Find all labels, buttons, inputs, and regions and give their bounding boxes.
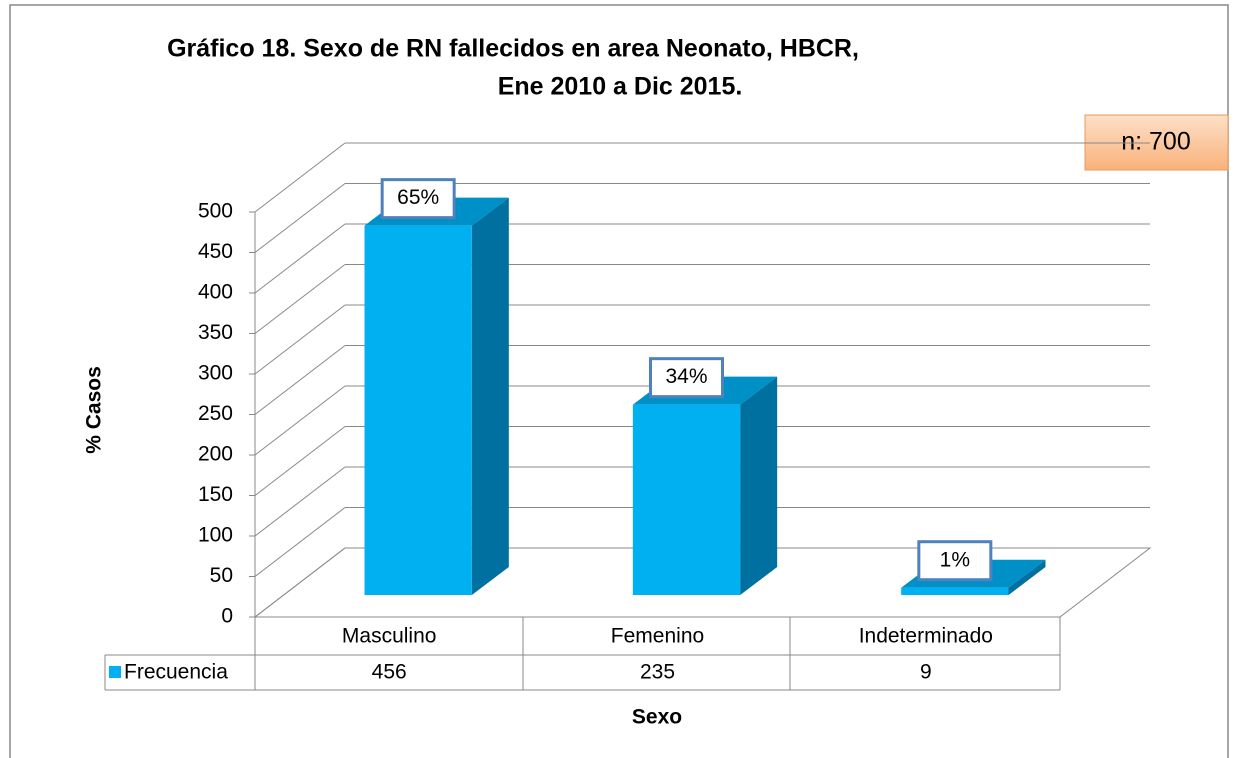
- y-tick-label: 400: [198, 281, 233, 304]
- y-tick-label: 0: [221, 605, 233, 628]
- label-box: [380, 178, 456, 220]
- label-box: [649, 357, 724, 399]
- bar: [901, 587, 1009, 595]
- bar-side: [1008, 559, 1046, 595]
- y-tick-label: 450: [198, 240, 233, 263]
- data-label: 34%: [665, 365, 707, 388]
- chart-title: Ene 2010 a Dic 2015.: [498, 73, 743, 101]
- grid-side: [254, 466, 346, 537]
- bar: [364, 225, 472, 595]
- y-tick-label: 200: [198, 443, 233, 466]
- x-tick-label: Femenino: [611, 625, 704, 648]
- y-tick-label: 150: [198, 483, 233, 506]
- table-value: 9: [920, 661, 932, 684]
- y-tick-label: 100: [198, 524, 233, 547]
- y-axis-title: % Casos: [83, 366, 106, 454]
- chart-title: Gráfico 18. Sexo de RN fallecidos en are…: [167, 35, 859, 63]
- y-tick-label: 500: [198, 200, 233, 223]
- bar: [632, 404, 741, 595]
- grid-side: [254, 385, 346, 456]
- label-box: [917, 540, 993, 582]
- y-tick-label: 50: [210, 564, 233, 587]
- table-lines: [104, 617, 1061, 691]
- data-label: 65%: [397, 186, 439, 209]
- grid-side: [254, 507, 346, 577]
- x-axis-title: Sexo: [632, 706, 682, 729]
- frame: [9, 4, 1229, 758]
- data-table: [104, 617, 1061, 691]
- table-value: 456: [372, 661, 407, 684]
- grid-side: [254, 142, 346, 213]
- table-value: 235: [640, 661, 675, 684]
- y-tick-label: 350: [198, 321, 233, 344]
- bar-side: [740, 376, 778, 595]
- legend-swatch: [109, 666, 121, 678]
- grid-side: [254, 183, 346, 253]
- y-tick-label: 250: [198, 402, 233, 425]
- grid-side: [254, 345, 346, 415]
- grid-side: [254, 547, 346, 618]
- grid-side: [254, 264, 346, 334]
- x-tick-label: Indeterminado: [859, 625, 993, 648]
- grid-side: [254, 304, 346, 375]
- annotation: n: 700: [1121, 128, 1191, 156]
- bar-side: [471, 197, 509, 595]
- grid-side: [254, 223, 346, 294]
- y-tick-label: 300: [198, 362, 233, 385]
- legend-label: Frecuencia: [124, 661, 228, 684]
- grid-side: [254, 426, 346, 496]
- x-tick-label: Masculino: [342, 625, 437, 648]
- data-label: 1%: [940, 548, 970, 571]
